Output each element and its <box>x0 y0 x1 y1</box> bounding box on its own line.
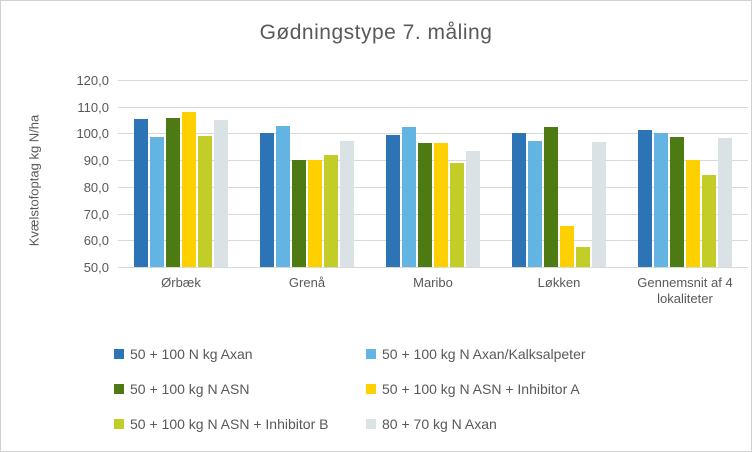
gridline <box>118 213 748 215</box>
bar <box>182 111 196 267</box>
bar-group-5 <box>622 80 748 267</box>
y-tick-label: 120,0 <box>76 73 109 88</box>
bar-group-4 <box>496 80 622 267</box>
y-tick-label: 110,0 <box>77 99 109 115</box>
bar <box>260 133 274 267</box>
x-category-label: Maribo <box>413 275 453 290</box>
bar <box>466 150 480 267</box>
gridline <box>118 267 748 268</box>
bar <box>340 140 354 267</box>
gridline <box>118 80 748 81</box>
bar <box>718 138 732 267</box>
bar <box>450 162 464 267</box>
bar <box>166 118 180 267</box>
bar <box>528 140 542 267</box>
legend-label: 50 + 100 kg N ASN + Inhibitor B <box>130 416 329 432</box>
y-tick-label: 60,0 <box>83 233 109 249</box>
x-category-label: Gennemsnit af 4 lokaliteter <box>637 275 733 306</box>
legend-label: 50 + 100 kg N ASN + Inhibitor A <box>382 381 580 397</box>
y-tick-label: 50,0 <box>83 260 109 275</box>
gridline <box>118 133 748 135</box>
legend: 50 + 100 N kg Axan 50 + 100 kg N Axan/Kal… <box>114 346 586 432</box>
bar <box>150 137 164 267</box>
bar <box>702 175 716 267</box>
bar <box>418 143 432 267</box>
bar <box>324 154 338 267</box>
legend-item-2: 50 + 100 kg N Axan/Kalksalpeter <box>366 346 586 362</box>
bar-groups <box>118 80 748 267</box>
x-category-label: Løkken <box>537 275 581 290</box>
y-tick-label: 90,0 <box>83 153 109 169</box>
bar <box>560 226 574 267</box>
gridline <box>118 106 748 108</box>
legend-item-6: 80 + 70 kg N Axan <box>366 416 586 432</box>
y-tick-label: 100,0 <box>76 126 109 142</box>
bar <box>592 142 606 267</box>
bar-group-3 <box>370 80 496 267</box>
legend-item-4: 50 + 100 kg N ASN + Inhibitor A <box>366 381 586 397</box>
legend-swatch-icon <box>366 419 376 429</box>
bar <box>308 159 322 267</box>
bar <box>386 135 400 267</box>
legend-label: 50 + 100 N kg Axan <box>130 346 253 362</box>
chart-title: Gødningstype 7. måling <box>259 21 493 44</box>
bar <box>276 126 290 267</box>
bar <box>638 129 652 267</box>
x-category-label: Grenå <box>288 275 326 290</box>
legend-item-5: 50 + 100 kg N ASN + Inhibitor B <box>114 416 366 432</box>
legend-label: 80 + 70 kg N Axan <box>382 416 497 432</box>
x-category-label: Ørbæk <box>161 275 201 290</box>
bar <box>686 159 700 267</box>
y-tick-label: 70,0 <box>83 206 109 222</box>
x-axis-category-labels: Ørbæk Grenå Maribo Løkken Gennemsnit af 4 lo… <box>118 275 748 307</box>
legend-swatch-icon <box>366 384 376 394</box>
bar <box>512 132 526 267</box>
gridline <box>118 186 748 188</box>
legend-swatch-icon <box>114 384 124 394</box>
bar <box>402 126 416 267</box>
bar <box>198 136 212 267</box>
gridline <box>118 240 748 242</box>
y-tick-label: 80,0 <box>83 179 109 195</box>
plot-area <box>118 80 748 268</box>
bar <box>134 119 148 267</box>
legend-swatch-icon <box>366 349 376 359</box>
legend-label: 50 + 100 kg N ASN <box>130 381 250 397</box>
bar <box>544 127 558 267</box>
bar-group-2 <box>244 80 370 267</box>
gridline <box>118 160 748 162</box>
bar <box>292 159 306 267</box>
bar <box>214 119 228 267</box>
legend-swatch-icon <box>114 419 124 429</box>
bar <box>434 142 448 267</box>
bar <box>654 132 668 267</box>
legend-item-1: 50 + 100 N kg Axan <box>114 346 366 362</box>
legend-label: 50 + 100 kg N Axan/Kalksalpeter <box>382 346 586 362</box>
legend-item-3: 50 + 100 kg N ASN <box>114 381 366 397</box>
bar <box>576 246 590 267</box>
bar-group-1 <box>118 80 244 267</box>
bar <box>670 137 684 267</box>
y-axis-title: Kvælstofoptag kg N/ha <box>26 114 42 247</box>
legend-swatch-icon <box>114 349 124 359</box>
